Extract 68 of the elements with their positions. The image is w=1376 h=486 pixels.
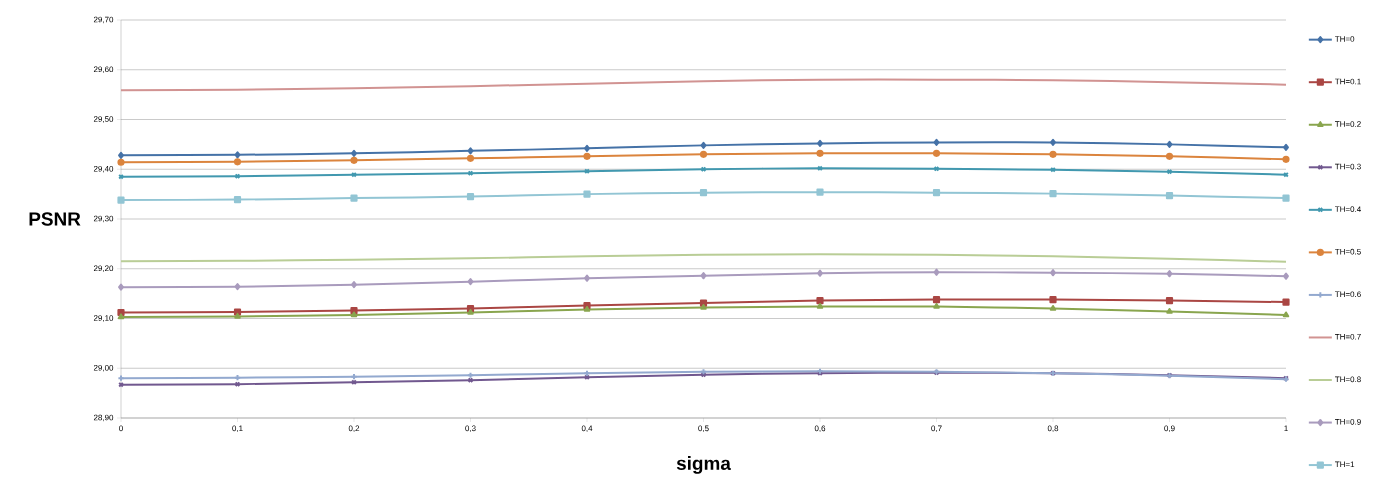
point (234, 312, 241, 319)
point (234, 151, 241, 159)
point (1165, 192, 1174, 200)
point (350, 194, 358, 202)
point (117, 313, 125, 320)
point (816, 188, 824, 196)
point (932, 296, 941, 304)
point (1166, 270, 1173, 278)
point (466, 154, 475, 162)
point (233, 308, 242, 316)
point (233, 158, 242, 166)
point (933, 268, 940, 276)
point (350, 306, 358, 315)
line-series (120, 78, 1287, 92)
point (1282, 311, 1290, 318)
point (933, 302, 940, 309)
point (1282, 155, 1290, 163)
point (350, 156, 358, 164)
point (932, 189, 941, 197)
point (1282, 194, 1290, 202)
point (817, 139, 823, 147)
point (466, 193, 475, 201)
point (699, 189, 708, 197)
point (117, 196, 125, 204)
point (816, 149, 824, 157)
point (1049, 190, 1057, 198)
point (1165, 297, 1174, 305)
point (350, 311, 358, 318)
point (467, 147, 474, 155)
point (234, 283, 241, 291)
point (1050, 138, 1056, 146)
point (118, 283, 124, 291)
point (699, 299, 708, 307)
point (699, 150, 708, 158)
point (1049, 304, 1057, 311)
point (700, 272, 707, 280)
point (932, 149, 941, 157)
point (584, 274, 590, 282)
point (1049, 150, 1057, 158)
point (1166, 140, 1173, 148)
point (816, 297, 824, 305)
point (1283, 272, 1289, 280)
point (467, 278, 474, 286)
point (700, 141, 707, 149)
point (583, 190, 591, 198)
point (1283, 143, 1289, 151)
point (817, 269, 823, 277)
point (1049, 296, 1057, 304)
point (1166, 307, 1173, 314)
point (117, 158, 125, 166)
point (1282, 298, 1290, 306)
line-series (120, 253, 1287, 263)
point (233, 196, 242, 204)
point (1050, 269, 1056, 277)
point (1165, 152, 1174, 160)
point (816, 302, 824, 309)
x-axis-title: sigma (676, 456, 731, 474)
point (467, 308, 474, 315)
point (118, 151, 124, 159)
point (117, 308, 125, 317)
point (351, 149, 357, 157)
point (234, 381, 241, 387)
point (584, 144, 590, 152)
point (583, 152, 591, 160)
point (933, 138, 940, 146)
point (700, 303, 707, 310)
point (351, 281, 357, 289)
y-axis-title: PSNR (29, 212, 81, 226)
